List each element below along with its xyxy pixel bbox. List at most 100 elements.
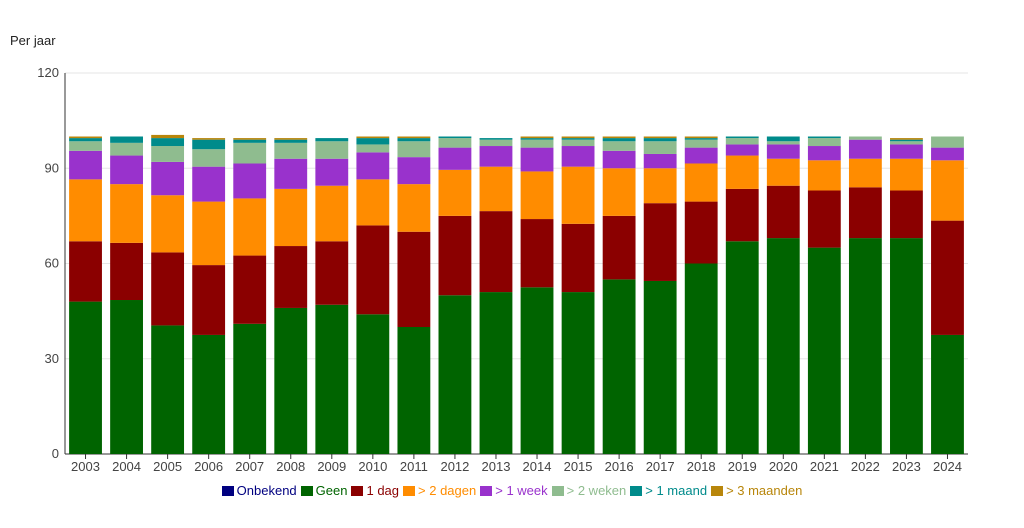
bar-segment (69, 179, 102, 242)
legend-swatch (630, 486, 643, 496)
bar-segment (561, 138, 595, 140)
x-tick-label: 2024 (933, 459, 962, 474)
chart-title: Per jaar (10, 33, 56, 48)
bar-segment (890, 138, 923, 140)
legend-item[interactable]: > 1 week (480, 483, 548, 498)
x-tick-label: 2004 (112, 459, 141, 474)
legend-item[interactable]: 1 dag (351, 483, 399, 498)
bar-segment (479, 146, 513, 167)
x-tick-label: 2005 (153, 459, 182, 474)
bar-segment (766, 238, 800, 454)
bar-segment (807, 146, 841, 161)
legend-item[interactable]: Onbekend (221, 483, 297, 498)
bar-segment (602, 138, 636, 142)
bar-segment (274, 188, 308, 247)
legend-item[interactable]: > 2 weken (551, 483, 626, 498)
bar-segment (479, 211, 513, 293)
bar-segment (438, 295, 472, 454)
bar-segment (643, 141, 677, 154)
bar-segment (69, 241, 102, 302)
bar-segment (848, 158, 882, 188)
bar-segment (890, 141, 923, 145)
bar-segment (890, 144, 923, 159)
bar-segment (315, 241, 349, 305)
bar-segment (766, 141, 800, 145)
bar-segment (643, 136, 677, 139)
bar-segment (151, 325, 185, 454)
legend-swatch (300, 486, 313, 496)
bar-segment (233, 142, 267, 164)
bar-segment (807, 160, 841, 191)
x-tick-label: 2015 (564, 459, 593, 474)
x-tick-label: 2019 (728, 459, 757, 474)
bar-segment (192, 149, 226, 167)
legend-label: Geen (315, 483, 348, 498)
bar-segment (725, 155, 759, 189)
bar-segment (315, 138, 349, 142)
bar-segment (69, 141, 102, 151)
bar-segment (397, 327, 431, 454)
legend-item[interactable]: > 2 dagen (403, 483, 476, 498)
bar-segment (233, 139, 267, 143)
bar-segment (684, 136, 718, 139)
bar-segment (684, 201, 718, 264)
bar-segment (602, 141, 636, 151)
bar-segment (356, 144, 390, 153)
legend-swatch (551, 486, 564, 496)
bar-segment (561, 146, 595, 167)
bar-segment (315, 158, 349, 186)
bar-segment (438, 169, 472, 216)
bar-segment (848, 187, 882, 239)
x-tick-label: 2016 (605, 459, 634, 474)
x-tick-label: 2010 (358, 459, 387, 474)
x-tick-label: 2018 (687, 459, 716, 474)
legend-swatch (480, 486, 493, 496)
bar-segment (315, 304, 349, 454)
bar-segment (151, 252, 185, 326)
legend-label: > 1 week (495, 483, 548, 498)
bar-segment (479, 139, 513, 147)
bar-segment (110, 300, 143, 454)
legend-swatch (221, 486, 234, 496)
bar-segment (684, 147, 718, 164)
bar-segment (274, 246, 308, 308)
bar-segment (397, 136, 431, 139)
bar-segment (315, 141, 349, 159)
bar-segment (356, 225, 390, 315)
bar-segment (643, 153, 677, 169)
x-tick-label: 2008 (276, 459, 305, 474)
bar-segment (561, 292, 595, 454)
bar-segment (151, 161, 185, 196)
bar-segment (274, 158, 308, 189)
bar-segment (520, 138, 554, 140)
bar-segment (274, 138, 308, 140)
y-tick-label: 0 (52, 446, 59, 461)
x-tick-label: 2017 (646, 459, 675, 474)
bar-segment (274, 142, 308, 159)
bar-segment (520, 136, 554, 139)
legend-item[interactable]: > 1 maand (630, 483, 707, 498)
bar-segment (520, 147, 554, 172)
bar-segment (643, 168, 677, 204)
bar-segment (274, 307, 308, 454)
bar-segment (520, 219, 554, 288)
bar-segment (356, 179, 390, 226)
bar-segment (643, 138, 677, 142)
bar-segment (684, 139, 718, 148)
bar-segment (725, 136, 759, 139)
bar-segment (848, 136, 882, 140)
bar-segment (684, 263, 718, 454)
bar-segment (684, 138, 718, 140)
legend-item[interactable]: > 3 maanden (711, 483, 802, 498)
bar-segment (192, 166, 226, 202)
bar-segment (438, 138, 472, 148)
bar-segment (192, 201, 226, 266)
bar-segment (69, 138, 102, 142)
x-tick-label: 2006 (194, 459, 223, 474)
legend-item[interactable]: Geen (300, 483, 348, 498)
bar-segment (807, 136, 841, 139)
bar-segment (192, 139, 226, 150)
bar-segment (520, 171, 554, 220)
x-tick-label: 2011 (400, 459, 428, 474)
